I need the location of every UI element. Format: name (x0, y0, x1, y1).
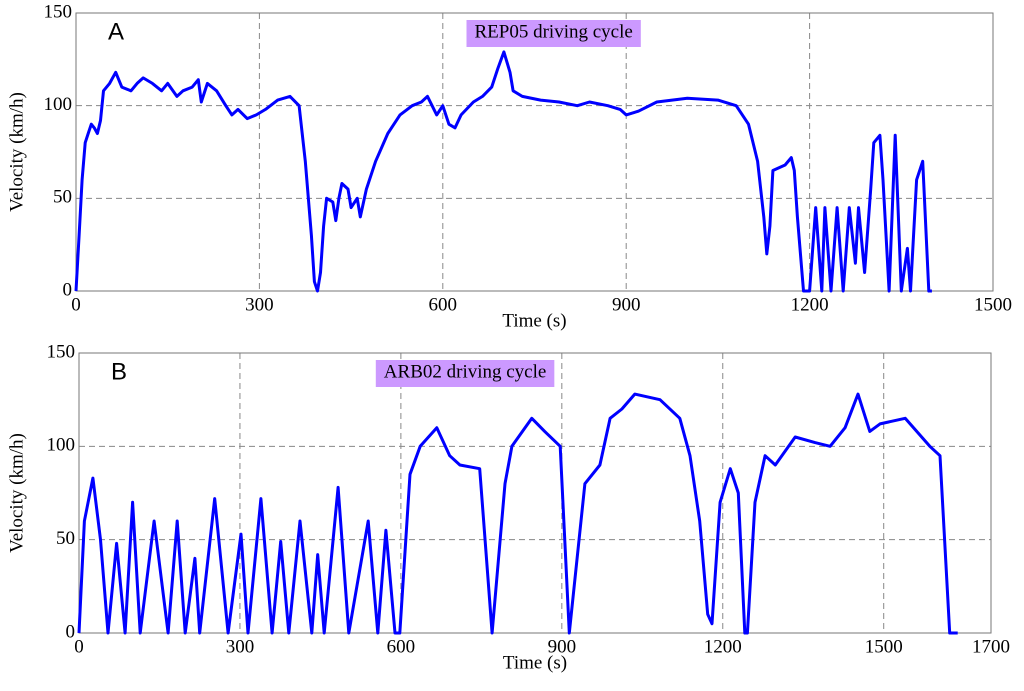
x-tick-label: 900 (548, 636, 577, 657)
x-tick-label: 0 (71, 294, 81, 315)
chart-panel: 0 300 600 900 1200 1500 0 50 100 150 A REP05 drivin… (6, 1, 1012, 331)
y-tick-label: 150 (44, 1, 73, 22)
plot-frame (75, 12, 994, 292)
x-axis-label: Time (s) (502, 310, 566, 331)
x-axis-label: Time (s) (503, 652, 567, 673)
chart-title: REP05 driving cycle (475, 21, 633, 42)
x-tick-label: 300 (245, 294, 274, 315)
data-line (74, 50, 932, 293)
y-tick-label: 50 (53, 187, 72, 208)
y-axis-label: Velocity (km/h) (6, 433, 27, 553)
x-tick-label: 600 (429, 294, 458, 315)
y-tick-label: 100 (47, 435, 76, 456)
x-tick-label: 0 (74, 636, 84, 657)
plot-frame (78, 352, 992, 634)
y-axis-label: Velocity (km/h) (6, 92, 27, 212)
x-tick-label: 1700 (972, 636, 1010, 657)
title-box (375, 360, 555, 387)
x-tick-label: 600 (387, 636, 416, 657)
data-line (77, 392, 958, 635)
y-tick-label: 0 (63, 279, 73, 300)
title-box (466, 20, 641, 47)
y-tick-label: 50 (56, 528, 75, 549)
panel-label: A (108, 18, 124, 45)
x-tick-label: 1500 (974, 294, 1012, 315)
x-tick-label: 1200 (704, 636, 742, 657)
y-tick-label: 150 (47, 341, 76, 362)
x-tick-label: 1200 (791, 294, 829, 315)
x-tick-label: 300 (226, 636, 255, 657)
chart-panel: 0 300 600 900 1200 1500 1700 0 50 100 150 B ARB02 dr… (6, 341, 1010, 673)
x-tick-label: 1500 (865, 636, 903, 657)
x-tick-label: 900 (612, 294, 641, 315)
chart-title: ARB02 driving cycle (384, 361, 547, 382)
panel-label: B (111, 358, 127, 385)
y-tick-label: 100 (44, 94, 73, 115)
y-tick-label: 0 (66, 621, 76, 642)
